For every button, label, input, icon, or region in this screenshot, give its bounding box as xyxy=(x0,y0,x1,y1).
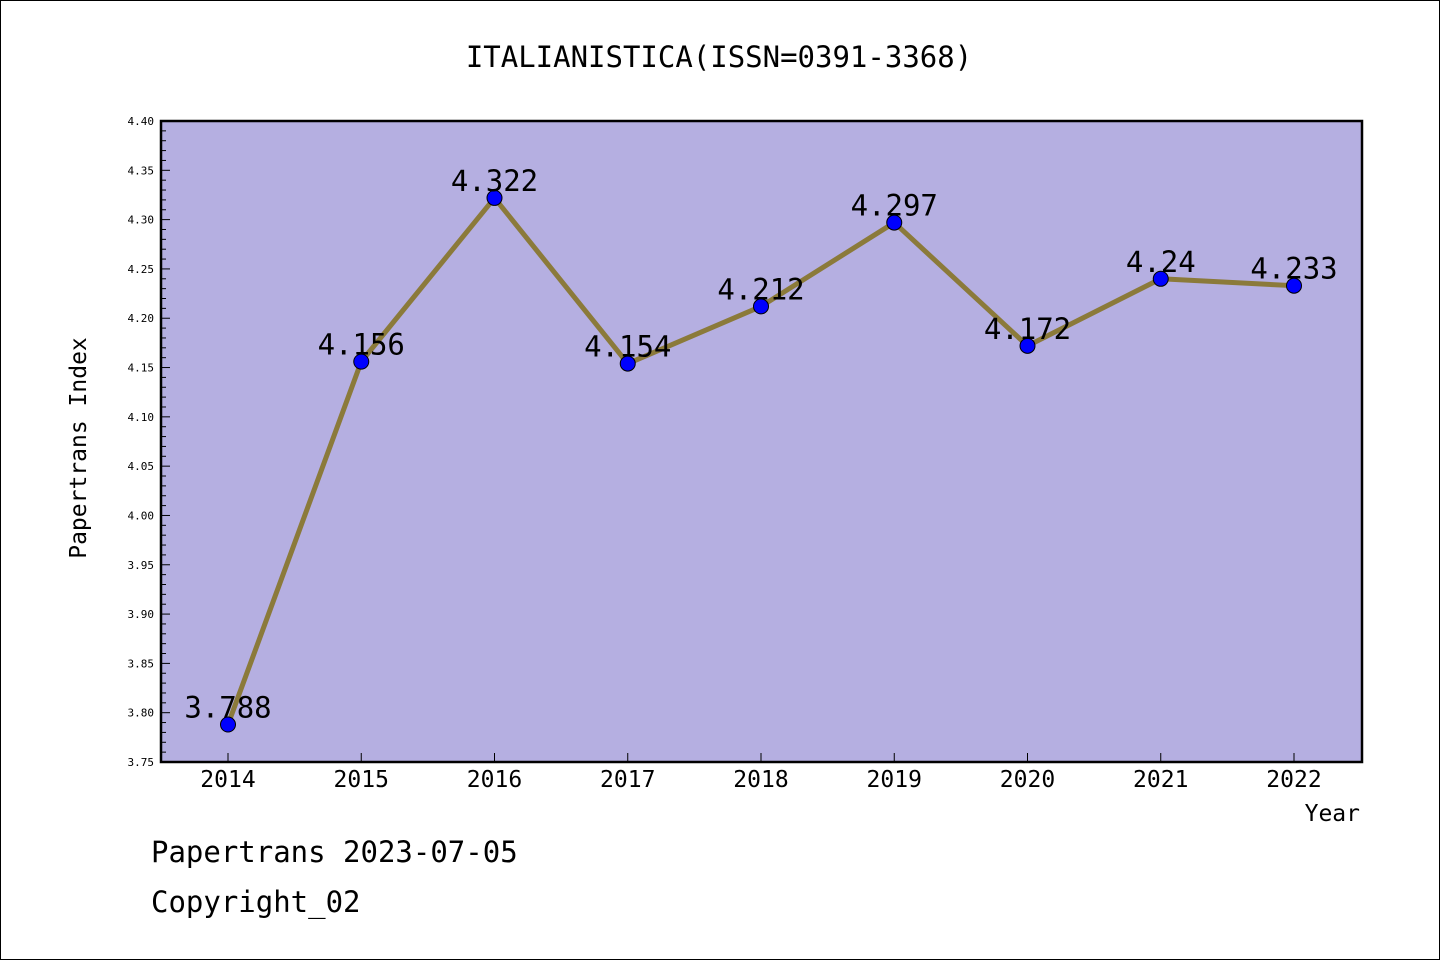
data-label: 4.322 xyxy=(451,164,538,198)
y-tick-label: 4.15 xyxy=(128,362,155,375)
x-tick-label: 2017 xyxy=(600,767,655,793)
series-layer: 3.788 4.156 4.322 4.154 4.212 4.297 4.172 4.24 4… xyxy=(184,164,1338,733)
y-tick-label: 3.80 xyxy=(128,707,155,720)
data-label: 4.212 xyxy=(717,272,804,306)
chart-title: ITALIANISTICA(ISSN=0391-3368) xyxy=(466,40,972,74)
data-point xyxy=(753,298,769,315)
data-point xyxy=(220,716,236,733)
x-tick-label: 2014 xyxy=(200,767,255,793)
data-label: 4.233 xyxy=(1250,252,1337,286)
y-axis: 3.75 3.80 3.85 3.90 3.95 4.00 4.05 4.10 4.15 4.20… xyxy=(128,115,170,769)
y-tick-label: 3.75 xyxy=(128,756,155,769)
y-tick-label: 4.20 xyxy=(128,312,155,325)
data-point xyxy=(353,353,370,370)
data-point xyxy=(1152,270,1169,287)
y-tick-label: 3.95 xyxy=(128,559,155,572)
x-tick-label: 2020 xyxy=(1000,767,1055,793)
x-tick-label: 2015 xyxy=(334,767,389,793)
data-point xyxy=(486,189,503,206)
data-point xyxy=(1286,277,1302,294)
x-axis: 2014 2015 2016 2017 2018 2019 2020 2021 2022 xyxy=(200,753,1322,793)
y-tick-label: 4.35 xyxy=(128,164,155,177)
x-tick-label: 2016 xyxy=(467,767,522,793)
footer-date-text: Papertrans 2023-07-05 xyxy=(151,835,518,869)
data-label: 4.297 xyxy=(851,189,938,223)
y-tick-label: 4.25 xyxy=(128,263,155,276)
y-tick-label: 4.30 xyxy=(128,214,155,227)
x-tick-label: 2019 xyxy=(867,767,922,793)
x-axis-label: Year xyxy=(1305,801,1360,827)
y-axis-label: Papertrans Index xyxy=(66,337,92,559)
data-label: 4.24 xyxy=(1126,245,1196,279)
y-tick-label: 4.10 xyxy=(128,411,155,424)
y-tick-label: 4.05 xyxy=(128,460,155,473)
y-tick-label: 3.85 xyxy=(128,657,155,670)
y-tick-label: 4.40 xyxy=(128,115,155,128)
y-tick-label: 4.00 xyxy=(128,509,155,522)
x-tick-label: 2018 xyxy=(733,767,788,793)
data-label: 4.154 xyxy=(584,330,671,364)
x-tick-label: 2022 xyxy=(1266,767,1321,793)
data-point xyxy=(1019,337,1036,354)
y-tick-label: 3.90 xyxy=(128,608,155,621)
data-label: 4.156 xyxy=(318,328,405,362)
data-point xyxy=(886,214,903,231)
x-tick-label: 2021 xyxy=(1133,767,1188,793)
data-label: 4.172 xyxy=(984,312,1071,346)
footer-copyright-text: Copyright_02 xyxy=(151,885,361,919)
data-point xyxy=(619,355,636,372)
plot-area xyxy=(159,119,1364,764)
data-label: 3.788 xyxy=(184,691,271,725)
